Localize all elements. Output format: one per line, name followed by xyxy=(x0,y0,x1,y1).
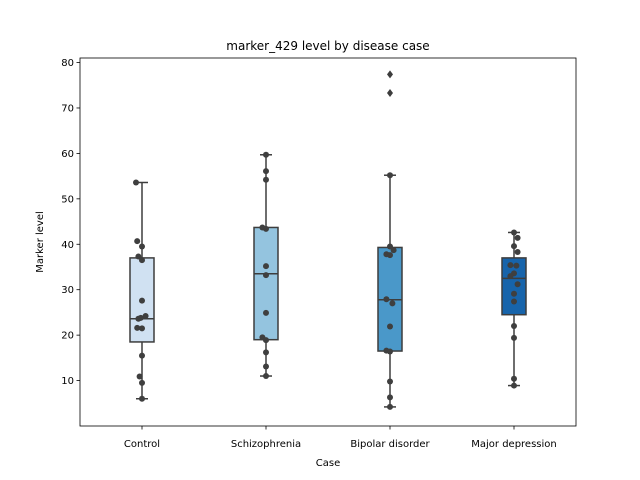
data-point xyxy=(511,298,517,305)
x-tick-label: Control xyxy=(124,439,160,450)
data-point xyxy=(511,382,517,389)
swarm-points xyxy=(133,179,149,402)
y-tick-label: 40 xyxy=(61,240,74,251)
plot-area xyxy=(129,70,527,410)
data-point xyxy=(383,296,390,303)
y-tick-label: 60 xyxy=(61,149,74,160)
data-point xyxy=(263,151,269,158)
data-point xyxy=(263,225,269,232)
data-point xyxy=(507,262,514,269)
data-point xyxy=(507,273,514,280)
y-tick-label: 10 xyxy=(61,376,74,387)
data-point xyxy=(511,229,517,236)
data-point xyxy=(139,297,145,304)
data-point xyxy=(263,272,269,279)
data-point xyxy=(511,290,517,297)
data-point xyxy=(387,378,393,385)
data-point xyxy=(139,352,145,359)
data-point xyxy=(139,243,145,250)
data-point xyxy=(387,394,393,401)
y-axis: 10 20 30 40 50 60 70 80 xyxy=(61,58,80,387)
data-point xyxy=(139,379,145,386)
data-point xyxy=(134,324,141,331)
data-point xyxy=(511,375,517,382)
y-tick-label: 20 xyxy=(61,331,74,342)
data-point xyxy=(511,243,517,250)
y-tick-label: 50 xyxy=(61,194,74,205)
data-point xyxy=(514,234,521,241)
y-tick-label: 30 xyxy=(61,285,74,296)
data-point xyxy=(263,337,269,344)
x-axis: Control Schizophrenia Bipolar disorder Majo… xyxy=(124,426,557,450)
x-axis-label: Case xyxy=(316,458,340,469)
data-point xyxy=(387,172,393,179)
x-tick-label: Schizophrenia xyxy=(231,439,301,450)
data-point xyxy=(139,325,145,332)
data-point xyxy=(514,281,521,288)
x-tick-label: Major depression xyxy=(471,439,557,450)
data-point xyxy=(387,403,393,410)
data-point xyxy=(390,247,397,254)
data-point xyxy=(511,323,517,330)
y-tick-label: 70 xyxy=(61,103,74,114)
data-point xyxy=(263,176,269,183)
x-tick-label: Bipolar disorder xyxy=(350,439,430,450)
outlier-marker xyxy=(387,70,393,79)
data-point xyxy=(137,314,144,321)
y-tick-label: 80 xyxy=(61,58,74,69)
data-point xyxy=(142,313,149,320)
data-point xyxy=(139,257,145,264)
box-group xyxy=(377,70,403,408)
data-point xyxy=(387,323,393,330)
data-point xyxy=(134,238,141,245)
data-point xyxy=(263,309,269,316)
data-point xyxy=(263,349,269,356)
data-point xyxy=(513,262,520,269)
data-point xyxy=(263,263,269,270)
y-axis-label: Marker level xyxy=(35,211,46,273)
swarm-points xyxy=(259,151,269,380)
box-iqr xyxy=(253,226,279,341)
data-point xyxy=(139,395,145,402)
data-point xyxy=(263,373,269,380)
data-point xyxy=(387,348,393,355)
data-point xyxy=(263,363,269,370)
chart-title: marker_429 level by disease case xyxy=(226,39,429,53)
data-point xyxy=(263,168,269,175)
data-point xyxy=(387,252,393,259)
swarm-points xyxy=(507,229,521,389)
data-point xyxy=(133,179,139,186)
data-point xyxy=(514,248,521,255)
data-point xyxy=(511,334,517,341)
data-point xyxy=(389,300,396,307)
outlier-marker xyxy=(387,88,393,97)
swarm-points xyxy=(383,172,397,410)
plot-frame xyxy=(79,57,577,427)
data-point xyxy=(136,373,143,380)
